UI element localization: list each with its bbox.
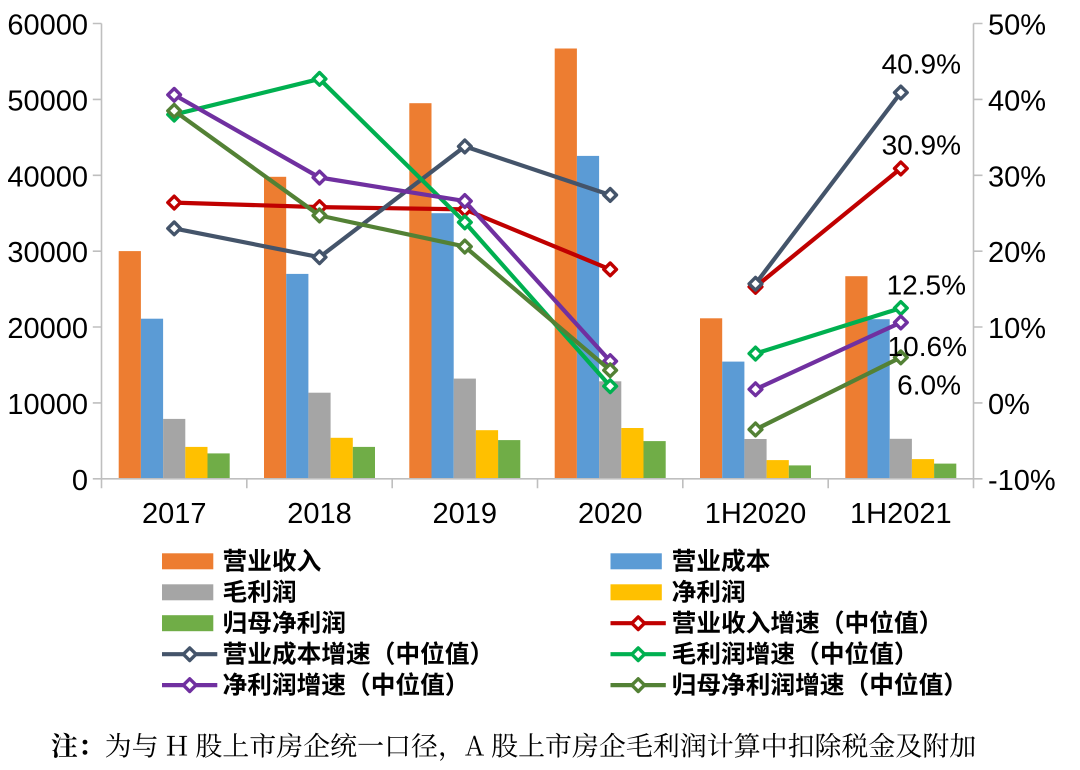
svg-text:2017: 2017: [142, 498, 207, 530]
svg-text:50%: 50%: [988, 10, 1046, 42]
svg-text:0: 0: [72, 465, 88, 497]
svg-text:12.5%: 12.5%: [887, 270, 966, 301]
svg-text:30000: 30000: [7, 237, 88, 269]
svg-text:1H2021: 1H2021: [850, 498, 952, 530]
svg-text:20000: 20000: [7, 313, 88, 345]
svg-text:40.9%: 40.9%: [882, 49, 961, 80]
svg-text:60000: 60000: [7, 10, 88, 42]
svg-text:30.9%: 30.9%: [882, 130, 961, 161]
svg-text:1H2020: 1H2020: [705, 498, 807, 530]
svg-text:10.6%: 10.6%: [888, 331, 967, 362]
svg-text:30%: 30%: [988, 161, 1046, 193]
svg-text:0%: 0%: [988, 389, 1030, 421]
svg-text:2018: 2018: [287, 498, 352, 530]
svg-text:2020: 2020: [578, 498, 643, 530]
svg-text:6.0%: 6.0%: [897, 370, 961, 401]
svg-text:40%: 40%: [988, 85, 1046, 117]
svg-text:50000: 50000: [7, 85, 88, 117]
svg-text:10000: 10000: [7, 389, 88, 421]
svg-text:2019: 2019: [433, 498, 498, 530]
svg-text:-10%: -10%: [988, 465, 1056, 497]
svg-text:40000: 40000: [7, 161, 88, 193]
svg-text:10%: 10%: [988, 313, 1046, 345]
svg-text:20%: 20%: [988, 237, 1046, 269]
